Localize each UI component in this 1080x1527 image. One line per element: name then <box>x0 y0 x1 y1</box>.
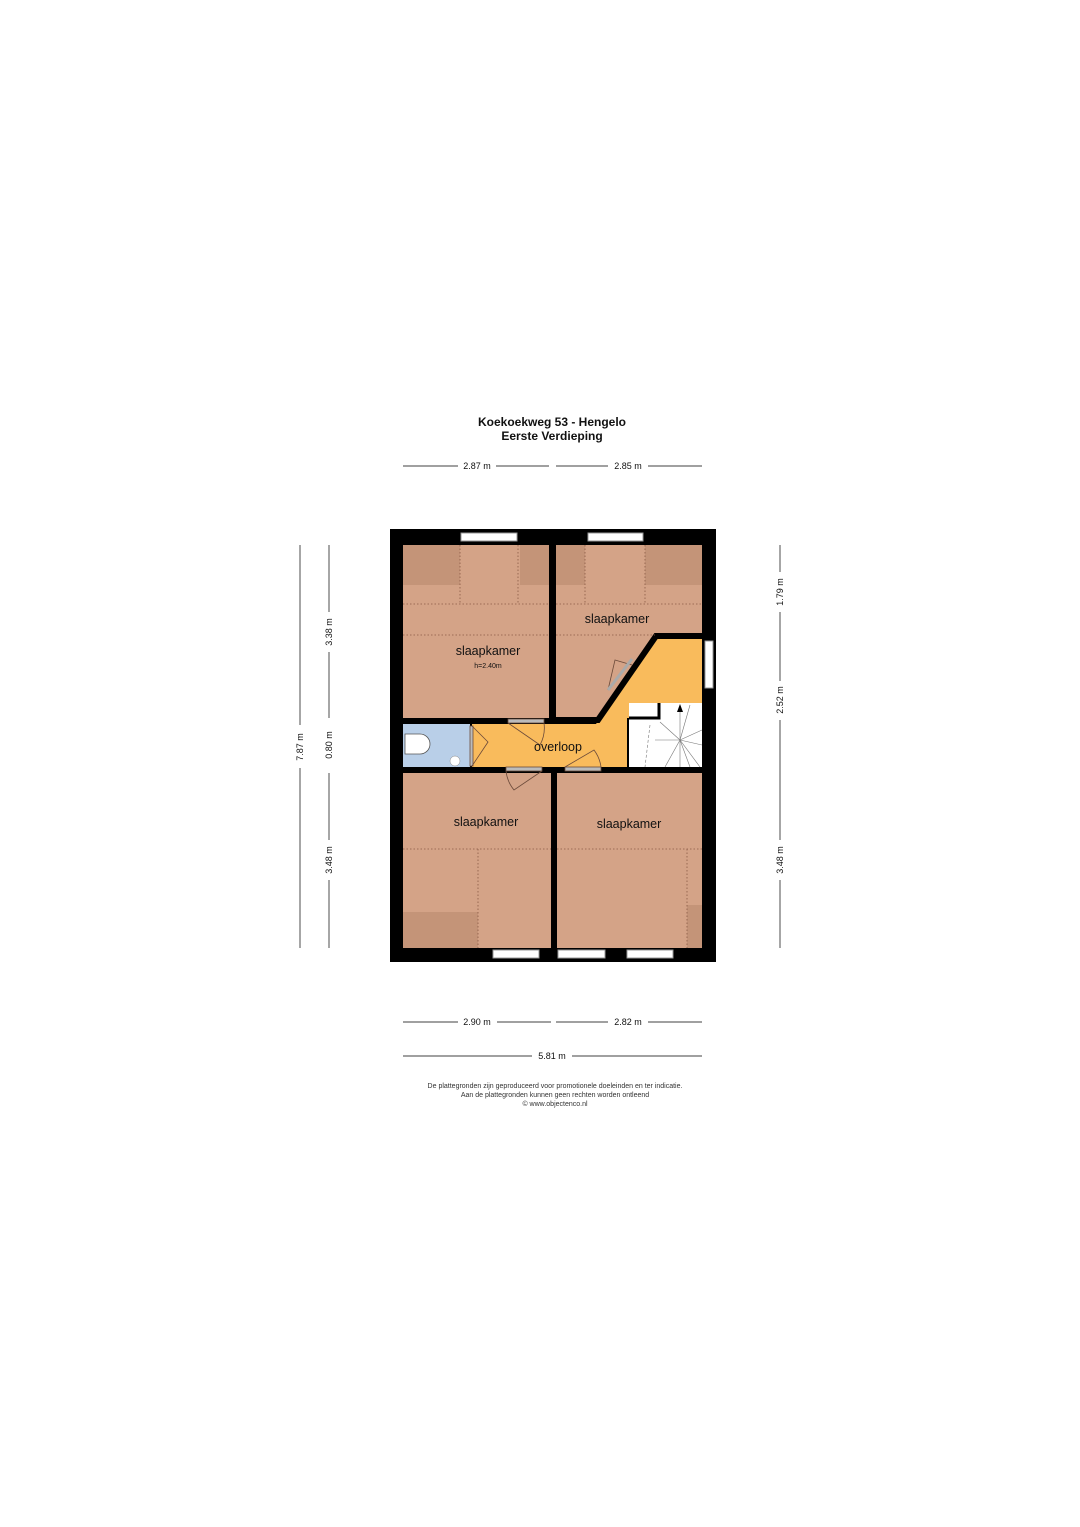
dimension-label: 2.85 m <box>614 461 642 471</box>
sloped-ceiling-zone <box>403 912 478 948</box>
room-label: overloop <box>534 740 582 754</box>
disclaimer: De plattegronden zijn geproduceerd voor … <box>428 1083 683 1108</box>
sloped-ceiling-zone <box>403 545 460 585</box>
sloped-ceiling-zone <box>556 545 585 585</box>
sloped-ceiling-zone <box>520 545 549 585</box>
room-label: slaapkamer <box>454 815 519 829</box>
stair-wall <box>629 703 661 720</box>
room-label: slaapkamer <box>585 612 650 626</box>
sloped-ceiling-zone <box>645 545 702 585</box>
dimension-label: 2.82 m <box>614 1017 642 1027</box>
ceiling-height: h=2.40m <box>474 663 502 670</box>
dimension-label: 2.52 m <box>775 686 785 714</box>
dimension-label: 3.48 m <box>775 846 785 874</box>
dimension-lines <box>299 465 781 1057</box>
stair-arrow-icon <box>677 704 683 712</box>
copyright: © www.objectenco.nl <box>522 1100 588 1108</box>
stair-steps <box>644 704 703 768</box>
dimension-label: 2.87 m <box>463 461 491 471</box>
ceiling-lines <box>403 545 702 948</box>
disclaimer-line: De plattegronden zijn geproduceerd voor … <box>428 1083 683 1090</box>
dimension-label: 5.81 m <box>538 1051 566 1061</box>
plan-title: Koekoekweg 53 - Hengelo <box>478 415 626 429</box>
dimension-label: 1.79 m <box>775 578 785 606</box>
sloped-ceiling-zone <box>687 905 702 948</box>
interior-wall <box>552 633 704 723</box>
dimension-label: 0.80 m <box>324 731 334 759</box>
dimension-label: 3.38 m <box>324 618 334 646</box>
windows <box>460 532 714 959</box>
title-block: Koekoekweg 53 - Hengelo Eerste Verdiepin… <box>478 415 626 443</box>
room-label: slaapkamer <box>597 817 662 831</box>
room-label: slaapkamer <box>456 644 521 658</box>
staircase <box>629 703 702 767</box>
toilet-icon <box>404 733 461 767</box>
dimension-label: 2.90 m <box>463 1017 491 1027</box>
dimension-label: 7.87 m <box>295 733 305 761</box>
plan-subtitle: Eerste Verdieping <box>501 429 602 443</box>
dimension-label: 3.48 m <box>324 846 334 874</box>
shower-drain-icon <box>449 755 461 767</box>
doors <box>469 658 634 791</box>
landing <box>472 638 702 767</box>
bedroom-bottom-right <box>557 773 702 948</box>
disclaimer-line: Aan de plattegronden kunnen geen rechten… <box>461 1092 649 1099</box>
